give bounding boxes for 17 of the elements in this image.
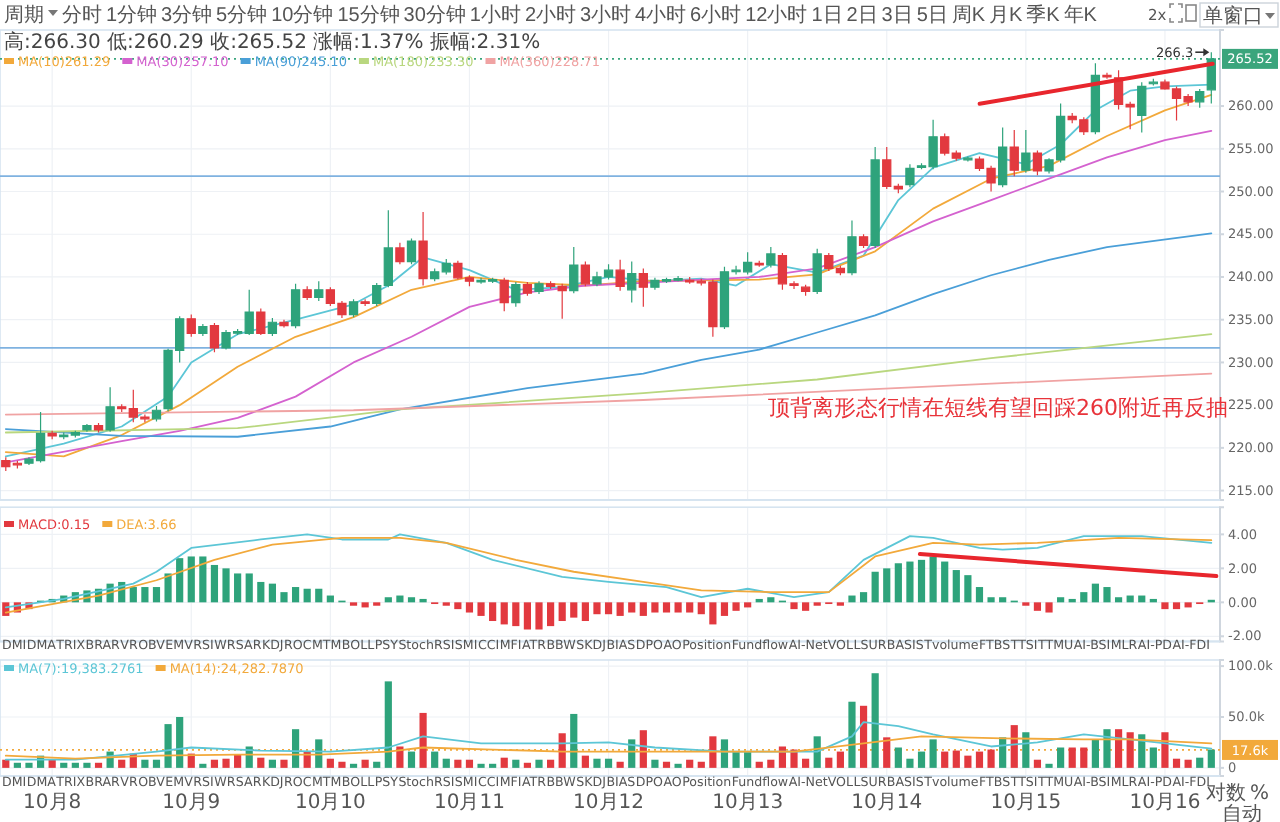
- x-tick-label: 10月8: [23, 792, 82, 815]
- x-tick-label: 10月11: [434, 792, 505, 815]
- text: 周期: [4, 3, 44, 27]
- x-tick-label: 10月10: [294, 792, 366, 815]
- x-tick-label: 10月16: [1129, 792, 1201, 815]
- x-tick-label: 10月13: [712, 792, 784, 815]
- chart-subtitle: 高:266.30 低:260.29 收:265.52 涨幅:1.37% 振幅:2.31%: [4, 30, 541, 54]
- x-tick-label: 10月12: [573, 792, 644, 815]
- x-tick-label: 10月15: [990, 792, 1062, 815]
- text: 分时 1分钟 3分钟 5分钟 10分钟 15分钟 30分钟 1小时 2小时 3小时 4小时 6小时 12小时 1日 2日 3日 5日 周K 月K 季K 年K: [62, 3, 1098, 27]
- x-tick-label: 10月14: [851, 792, 923, 815]
- text: %: [1250, 783, 1270, 805]
- x-tick-label: 10月9: [162, 792, 221, 815]
- text: 自动: [1222, 802, 1262, 822]
- text: 单窗口: [1203, 4, 1263, 28]
- annotation: 顶背离形态行情在短线有望回踩260附近再反抽: [767, 395, 1228, 422]
- text: 对数: [1206, 781, 1246, 805]
